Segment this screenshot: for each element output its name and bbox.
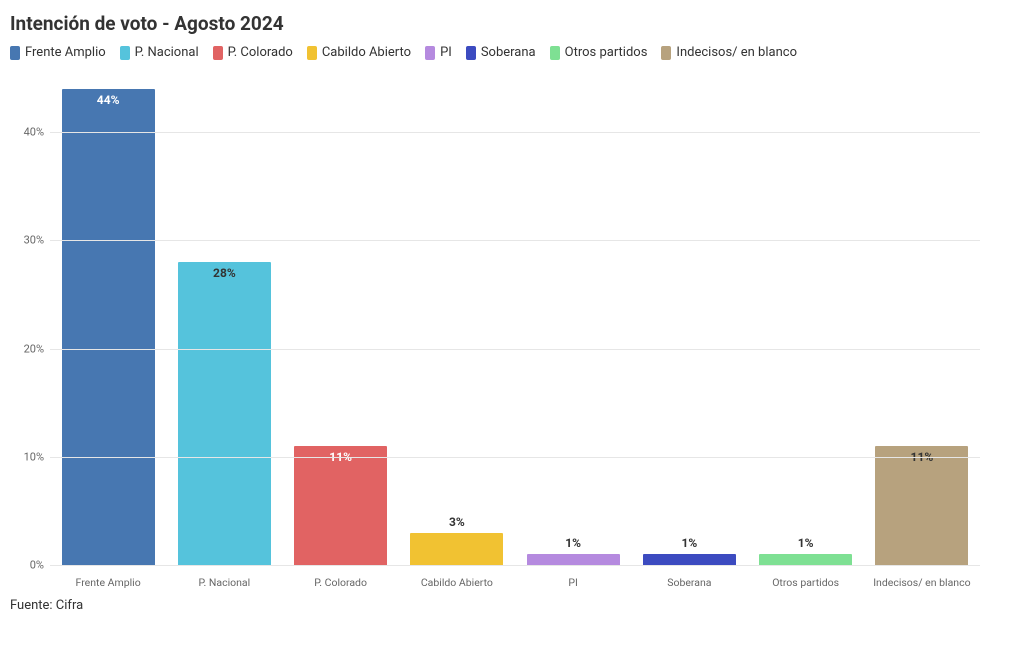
bar-slot: 1%: [515, 78, 631, 565]
legend-item: Cabildo Abierto: [307, 45, 411, 60]
legend-swatch: [213, 46, 223, 60]
bar: 1%: [527, 554, 620, 565]
bar-slot: 1%: [748, 78, 864, 565]
legend-label: Indecisos/ en blanco: [676, 45, 797, 60]
legend-item: PI: [425, 45, 452, 60]
chart: 44%28%11%3%1%1%1%11% 0%10%20%30%40% Fren…: [50, 70, 980, 590]
legend-item: P. Nacional: [120, 45, 199, 60]
x-tick-label: PI: [515, 570, 631, 590]
bar-slot: 1%: [631, 78, 747, 565]
bar: 44%: [62, 89, 155, 565]
legend-swatch: [307, 46, 317, 60]
x-axis: Frente AmplioP. NacionalP. ColoradoCabil…: [50, 570, 980, 590]
legend-item: Frente Amplio: [10, 45, 106, 60]
y-tick-label: 40%: [14, 126, 44, 139]
grid-line: [50, 132, 980, 133]
legend-label: P. Colorado: [228, 45, 293, 60]
legend-swatch: [550, 46, 560, 60]
bar-slot: 11%: [864, 78, 980, 565]
grid-line: [50, 240, 980, 241]
y-tick-label: 20%: [14, 342, 44, 355]
y-tick-label: 30%: [14, 234, 44, 247]
x-tick-label: Frente Amplio: [50, 570, 166, 590]
legend-swatch: [10, 46, 20, 60]
x-tick-label: P. Colorado: [283, 570, 399, 590]
bar-slot: 44%: [50, 78, 166, 565]
bar: 11%: [294, 446, 387, 565]
y-tick-label: 10%: [14, 450, 44, 463]
chart-title: Intención de voto - Agosto 2024: [10, 12, 1010, 35]
bar-value-label: 44%: [97, 93, 120, 107]
legend-label: Otros partidos: [565, 45, 648, 60]
bar: 3%: [410, 533, 503, 565]
bar: 28%: [178, 262, 271, 565]
grid-line: [50, 565, 980, 566]
bar-slot: 11%: [283, 78, 399, 565]
bar-value-label: 1%: [565, 536, 581, 550]
legend-item: Otros partidos: [550, 45, 648, 60]
grid-line: [50, 349, 980, 350]
x-tick-label: P. Nacional: [166, 570, 282, 590]
legend-label: Frente Amplio: [25, 45, 106, 60]
legend-item: P. Colorado: [213, 45, 293, 60]
bar: 1%: [643, 554, 736, 565]
bar-value-label: 1%: [681, 536, 697, 550]
bar-value-label: 28%: [213, 266, 236, 280]
bar-value-label: 3%: [449, 515, 465, 529]
bar-value-label: 1%: [798, 536, 814, 550]
x-tick-label: Soberana: [631, 570, 747, 590]
legend-item: Indecisos/ en blanco: [661, 45, 797, 60]
x-tick-label: Cabildo Abierto: [399, 570, 515, 590]
y-tick-label: 0%: [14, 559, 44, 572]
x-tick-label: Indecisos/ en blanco: [864, 570, 980, 590]
bars-container: 44% 28% 11% 3% 1% 1% 1% 11%: [50, 78, 980, 565]
x-tick-label: Otros partidos: [748, 570, 864, 590]
legend-swatch: [120, 46, 130, 60]
legend-swatch: [425, 46, 435, 60]
bar-slot: 3%: [399, 78, 515, 565]
legend-label: Soberana: [481, 45, 536, 60]
grid-line: [50, 457, 980, 458]
bar-slot: 28%: [166, 78, 282, 565]
bar: 11%: [875, 446, 968, 565]
legend: Frente Amplio P. Nacional P. Colorado Cabil…: [10, 45, 1010, 60]
legend-item: Soberana: [466, 45, 536, 60]
bar: 1%: [759, 554, 852, 565]
legend-label: PI: [440, 45, 452, 60]
legend-swatch: [466, 46, 476, 60]
legend-label: Cabildo Abierto: [322, 45, 411, 60]
legend-label: P. Nacional: [135, 45, 199, 60]
legend-swatch: [661, 46, 671, 60]
source-text: Fuente: Cifra: [10, 598, 1010, 613]
plot-area: 44%28%11%3%1%1%1%11% 0%10%20%30%40%: [50, 78, 980, 566]
